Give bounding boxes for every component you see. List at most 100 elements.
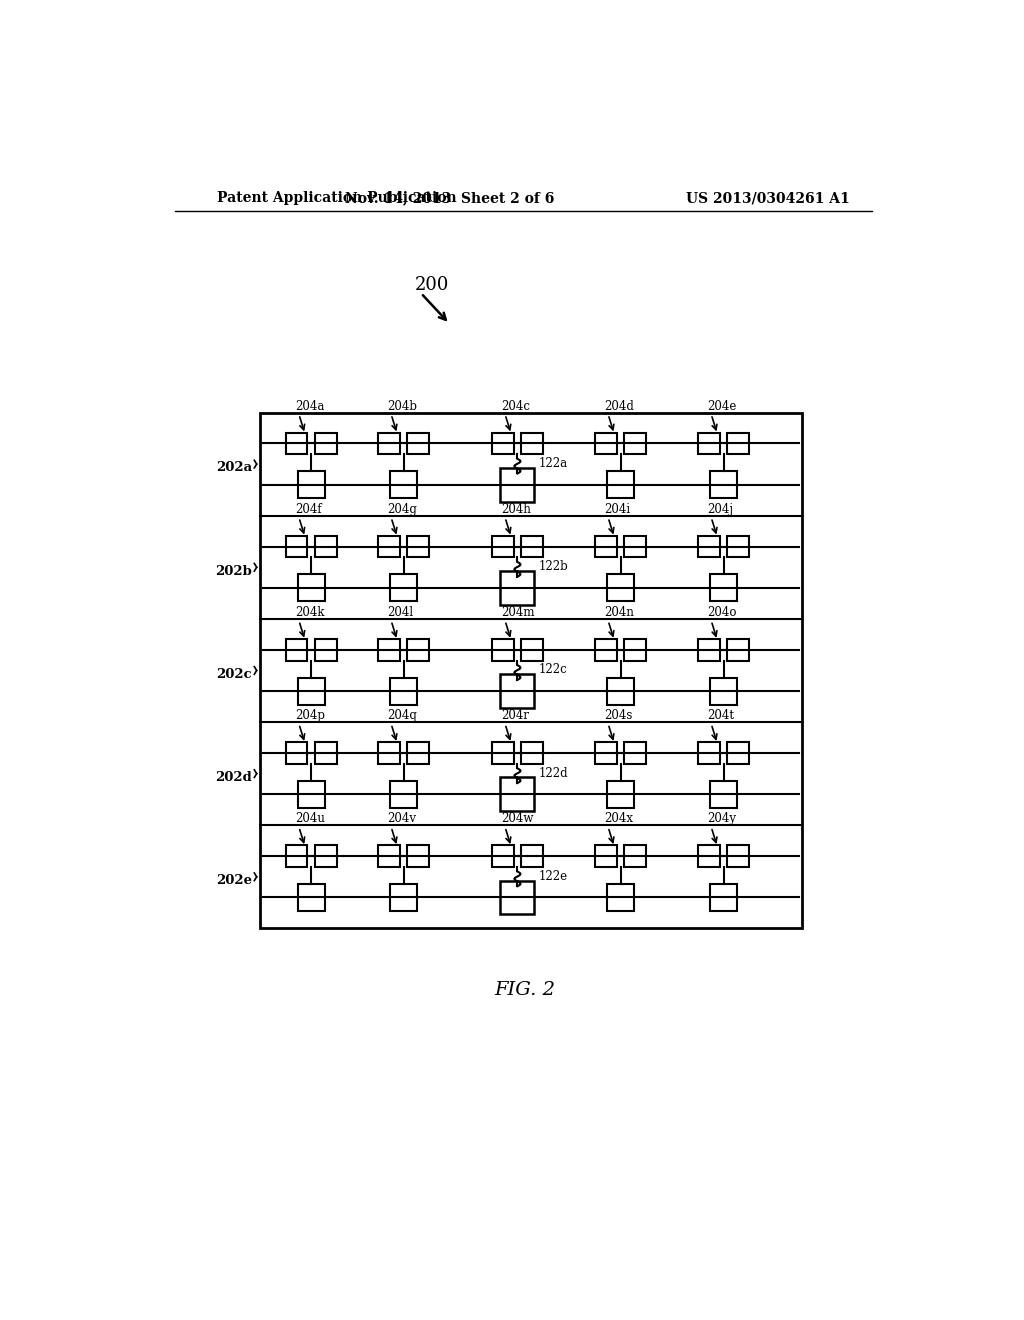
- Bar: [625, 639, 646, 660]
- Bar: [595, 742, 616, 764]
- Bar: [595, 433, 616, 454]
- Bar: [625, 742, 646, 764]
- Text: 204f: 204f: [295, 503, 322, 516]
- Bar: [607, 884, 634, 911]
- Text: 204s: 204s: [604, 709, 633, 722]
- Bar: [408, 639, 429, 660]
- Text: 204h: 204h: [501, 503, 531, 516]
- Bar: [315, 845, 337, 867]
- Text: 202c: 202c: [216, 668, 252, 681]
- Bar: [607, 471, 634, 498]
- Text: 122b: 122b: [539, 560, 568, 573]
- Text: Nov. 14, 2013  Sheet 2 of 6: Nov. 14, 2013 Sheet 2 of 6: [345, 191, 554, 206]
- Text: 204o: 204o: [708, 606, 737, 619]
- Bar: [595, 639, 616, 660]
- Bar: [710, 677, 737, 705]
- Bar: [595, 845, 616, 867]
- Bar: [727, 536, 750, 557]
- Bar: [408, 742, 429, 764]
- Bar: [298, 471, 325, 498]
- Bar: [492, 639, 514, 660]
- Text: 122a: 122a: [539, 457, 567, 470]
- Text: 200: 200: [415, 276, 450, 294]
- Bar: [521, 845, 543, 867]
- Text: 122d: 122d: [539, 767, 568, 780]
- Bar: [521, 639, 543, 660]
- Bar: [390, 884, 417, 911]
- Text: 204i: 204i: [604, 503, 631, 516]
- Bar: [521, 433, 543, 454]
- Bar: [710, 471, 737, 498]
- Text: 204e: 204e: [708, 400, 736, 413]
- Bar: [710, 781, 737, 808]
- Bar: [390, 471, 417, 498]
- Bar: [286, 536, 307, 557]
- Bar: [298, 574, 325, 602]
- Bar: [390, 781, 417, 808]
- Bar: [710, 574, 737, 602]
- Text: 204k: 204k: [295, 606, 325, 619]
- Text: 204b: 204b: [387, 400, 417, 413]
- Text: 204u: 204u: [295, 812, 325, 825]
- Bar: [492, 845, 514, 867]
- Text: US 2013/0304261 A1: US 2013/0304261 A1: [686, 191, 850, 206]
- Bar: [501, 880, 535, 915]
- Text: 204c: 204c: [501, 400, 530, 413]
- Text: 204j: 204j: [708, 503, 733, 516]
- Bar: [727, 845, 750, 867]
- Bar: [378, 845, 399, 867]
- Text: 204t: 204t: [708, 709, 734, 722]
- Bar: [378, 742, 399, 764]
- Text: 204q: 204q: [387, 709, 417, 722]
- Text: 204g: 204g: [387, 503, 417, 516]
- Text: 204x: 204x: [604, 812, 633, 825]
- Bar: [625, 845, 646, 867]
- Bar: [501, 467, 535, 502]
- Bar: [378, 536, 399, 557]
- Bar: [492, 742, 514, 764]
- Bar: [286, 639, 307, 660]
- Bar: [298, 677, 325, 705]
- Text: 204r: 204r: [501, 709, 529, 722]
- Text: 202b: 202b: [215, 565, 252, 578]
- Text: 204v: 204v: [387, 812, 416, 825]
- Bar: [315, 433, 337, 454]
- Text: 204p: 204p: [295, 709, 325, 722]
- Bar: [607, 677, 634, 705]
- Text: 122e: 122e: [539, 870, 567, 883]
- Bar: [408, 433, 429, 454]
- Bar: [625, 536, 646, 557]
- Bar: [286, 845, 307, 867]
- Bar: [298, 884, 325, 911]
- Bar: [501, 675, 535, 708]
- Bar: [492, 536, 514, 557]
- Text: 204w: 204w: [501, 812, 534, 825]
- Text: 204m: 204m: [501, 606, 535, 619]
- Bar: [698, 433, 720, 454]
- Bar: [710, 884, 737, 911]
- Bar: [607, 574, 634, 602]
- Bar: [501, 572, 535, 605]
- Bar: [727, 433, 750, 454]
- Bar: [390, 574, 417, 602]
- Bar: [315, 742, 337, 764]
- Text: 204n: 204n: [604, 606, 634, 619]
- Text: 204a: 204a: [295, 400, 325, 413]
- Bar: [607, 781, 634, 808]
- Text: 204y: 204y: [708, 812, 736, 825]
- Bar: [315, 639, 337, 660]
- Text: 202a: 202a: [216, 462, 252, 474]
- Text: Patent Application Publication: Patent Application Publication: [217, 191, 457, 206]
- Bar: [595, 536, 616, 557]
- Bar: [625, 433, 646, 454]
- Bar: [298, 781, 325, 808]
- Bar: [698, 742, 720, 764]
- Bar: [501, 777, 535, 812]
- Bar: [727, 742, 750, 764]
- Bar: [260, 412, 802, 928]
- Text: 204d: 204d: [604, 400, 634, 413]
- Text: 202e: 202e: [216, 874, 252, 887]
- Bar: [727, 639, 750, 660]
- Bar: [698, 639, 720, 660]
- Bar: [521, 536, 543, 557]
